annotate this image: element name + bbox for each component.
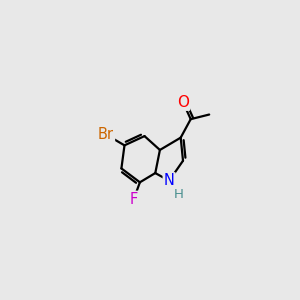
Text: Br: Br: [98, 127, 114, 142]
Text: F: F: [130, 192, 138, 207]
Text: H: H: [173, 188, 183, 201]
Text: O: O: [177, 95, 189, 110]
Text: N: N: [164, 173, 175, 188]
